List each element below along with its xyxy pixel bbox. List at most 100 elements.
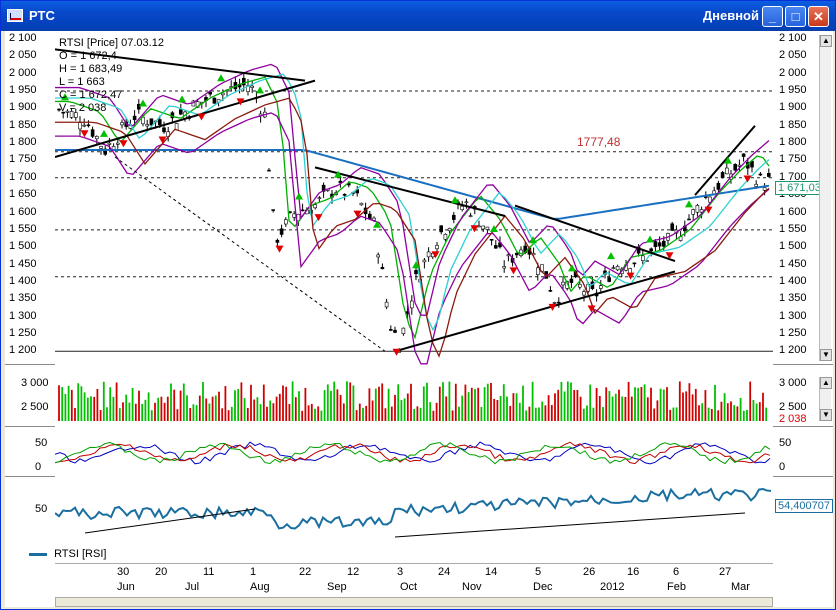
candle-body	[78, 122, 82, 130]
info-line: L = 1 663	[59, 76, 105, 88]
window-title: РТС	[29, 8, 55, 23]
last-price-badge: 1 671,03	[775, 181, 824, 195]
price-pane[interactable]: 2 100 2 050 2 000 1 950 1 900 1 850 1 800 1 750…	[5, 31, 833, 365]
candle-body	[57, 108, 61, 111]
candle-body	[149, 118, 154, 126]
trend-line	[514, 204, 676, 263]
rsi-pane[interactable]: 50 54,400707	[5, 481, 833, 545]
candle-body	[569, 278, 574, 283]
bollinger-lower-line	[55, 112, 770, 365]
scroll-down-icon[interactable]: ▼	[820, 349, 832, 361]
candle-body	[65, 110, 70, 113]
candle-body	[548, 290, 553, 292]
price-tick-label: 1 550	[779, 222, 807, 235]
level-annotation: 1777,48	[577, 135, 621, 149]
close-button[interactable]: ✕	[808, 6, 829, 27]
x-day-label: 6	[673, 566, 680, 578]
price-tick-label: 1 850	[9, 118, 37, 131]
price-scrollbar[interactable]: ▲ ▼	[819, 35, 832, 361]
candle-body	[384, 301, 389, 308]
price-tick-label: 1 350	[9, 292, 37, 305]
x-day-label: 1	[250, 566, 257, 578]
price-tick-label: 1 600	[779, 205, 807, 218]
buy-arrow-icon	[412, 261, 420, 269]
price-tick-label: 1 250	[779, 326, 807, 339]
maximize-button[interactable]: □	[785, 6, 806, 27]
price-plot[interactable]	[55, 31, 773, 365]
x-month-label: Dec	[533, 581, 553, 593]
candle-body	[481, 225, 486, 230]
ma-long-line	[55, 149, 770, 220]
legend-swatch	[29, 552, 47, 556]
candle-body	[535, 267, 540, 275]
candle-body	[99, 146, 103, 149]
rsi-line	[55, 487, 772, 530]
candle-body	[754, 183, 759, 187]
candle-body	[716, 182, 721, 190]
price-tick-label: 1 700	[9, 170, 37, 183]
stochastic-plot[interactable]	[55, 431, 773, 477]
price-tick-label: 1 550	[9, 222, 37, 235]
sell-arrow-icon	[236, 98, 245, 106]
candle-body	[657, 242, 662, 247]
buy-arrow-icon	[451, 196, 459, 204]
minimize-button[interactable]: _	[762, 6, 783, 27]
price-tick-label: 1 850	[779, 118, 807, 131]
sell-arrow-icon	[275, 245, 284, 253]
scroll-up-icon[interactable]: ▲	[820, 377, 832, 389]
price-tick-label: 1 300	[9, 309, 37, 322]
candle-body	[69, 111, 74, 118]
period-label: Дневной	[702, 8, 759, 23]
price-tick-label: 1 700	[779, 170, 807, 183]
horizontal-scrollbar[interactable]	[55, 597, 773, 607]
candle-body	[107, 142, 112, 145]
x-day-label: 14	[485, 566, 498, 578]
candle-body	[145, 124, 149, 127]
candle-body	[94, 136, 99, 140]
rsi-plot[interactable]	[55, 481, 773, 545]
x-day-label: 24	[438, 566, 451, 578]
stochastic-pane[interactable]: 50 0 50 0	[5, 431, 833, 477]
trend-line	[394, 270, 676, 353]
x-month-label: Feb	[667, 581, 686, 593]
volume-pane[interactable]: 3 000 2 500 3 000 2 500 2 038 ▲ ▼	[5, 369, 833, 427]
lagging-line	[55, 97, 770, 358]
sell-arrow-icon	[587, 305, 596, 313]
title-bar[interactable]: РТС Дневной _ □ ✕	[1, 1, 835, 31]
scroll-down-icon[interactable]: ▼	[820, 409, 832, 421]
price-tick-label: 1 900	[779, 101, 807, 114]
x-day-label: 22	[299, 566, 312, 578]
rsi-tick-left: 50	[35, 503, 48, 515]
candle-body	[414, 269, 418, 275]
candle-body	[607, 277, 612, 282]
candle-body	[338, 180, 343, 184]
candle-body	[687, 218, 691, 221]
trend-line	[55, 48, 306, 82]
candle-body	[762, 187, 767, 191]
price-tick-label: 2 050	[9, 49, 37, 62]
candle-body	[489, 238, 494, 241]
price-tick-label: 1 400	[9, 274, 37, 287]
volume-scrollbar[interactable]: ▲ ▼	[819, 377, 832, 421]
buy-arrow-icon	[295, 192, 303, 200]
rsi-last-badge: 54,400707	[775, 499, 833, 513]
buy-arrow-icon	[529, 236, 537, 244]
price-tick-label: 1 800	[779, 136, 807, 149]
price-tick-label: 1 300	[779, 309, 807, 322]
price-tick-label: 1 950	[779, 84, 807, 97]
x-day-label: 5	[535, 566, 542, 578]
x-day-label: 30	[117, 566, 130, 578]
candle-body	[766, 172, 771, 177]
price-tick-label: 1 500	[779, 240, 807, 253]
scroll-up-icon[interactable]: ▲	[820, 35, 832, 47]
candle-body	[653, 241, 658, 247]
buy-arrow-icon	[100, 129, 108, 137]
volume-plot[interactable]	[55, 369, 773, 427]
candle-body	[733, 164, 738, 171]
candle-body	[670, 223, 675, 231]
candle-body	[342, 193, 347, 196]
trend-line	[694, 125, 756, 196]
sell-arrow-icon	[743, 175, 752, 183]
candle-body	[90, 129, 95, 137]
